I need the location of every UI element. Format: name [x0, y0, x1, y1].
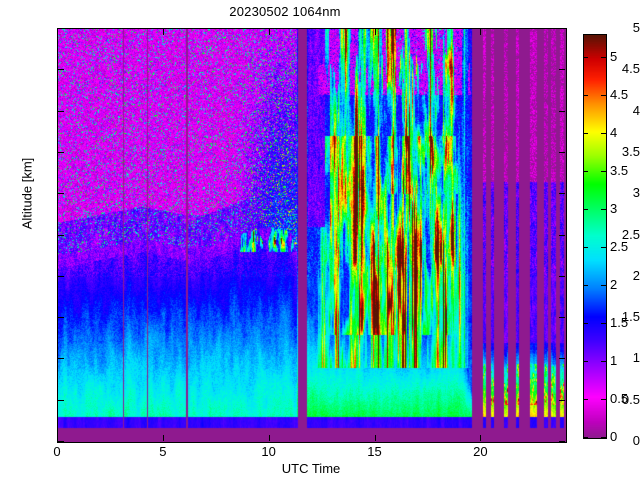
colorbar-tick: [583, 285, 588, 286]
y-axis-tick: [559, 235, 565, 236]
x-axis-tick: [57, 435, 58, 441]
y-axis-tick: [559, 28, 565, 29]
y-axis-tick: [559, 317, 565, 318]
colorbar-tick: [601, 133, 606, 134]
y-axis-tick-label: 3: [632, 185, 640, 201]
colorbar-tick-label: 1: [610, 352, 618, 368]
x-axis-tick: [480, 435, 481, 441]
colorbar-tick-label: 3.5: [610, 162, 629, 178]
y-axis-tick: [58, 400, 64, 401]
colorbar-tick: [583, 437, 588, 438]
colorbar-tick: [601, 171, 606, 172]
chart-title: 20230502 1064nm: [229, 4, 341, 19]
x-axis-tick: [480, 29, 481, 35]
x-axis-tick-label: 15: [367, 444, 382, 459]
y-axis-tick-label: 4.5: [621, 61, 640, 77]
y-axis-tick: [58, 193, 64, 194]
colorbar-tick-label: 5: [610, 48, 618, 64]
x-axis-tick: [375, 29, 376, 35]
y-axis-tick: [58, 28, 64, 29]
colorbar-tick: [583, 171, 588, 172]
colorbar-tick: [601, 57, 606, 58]
y-axis-tick: [559, 152, 565, 153]
y-axis-tick-label: 4: [632, 102, 640, 118]
colorbar-tick: [583, 323, 588, 324]
colorbar-tick: [583, 95, 588, 96]
colorbar-tick: [583, 209, 588, 210]
x-axis-tick-label: 10: [261, 444, 276, 459]
x-axis-tick-label: 5: [159, 444, 167, 459]
y-axis-tick-label: 0.5: [621, 391, 640, 407]
y-axis-tick-label: 2: [632, 267, 640, 283]
colorbar-gradient: [584, 35, 606, 438]
y-axis-tick: [58, 441, 64, 442]
x-axis-tick-label: 0: [53, 444, 61, 459]
colorbar-tick: [583, 247, 588, 248]
y-axis-tick-label: 3.5: [621, 143, 640, 159]
colorbar-tick: [583, 133, 588, 134]
colorbar-tick: [601, 361, 606, 362]
plot-area[interactable]: [57, 28, 567, 443]
colorbar-tick-label: 1.5: [610, 314, 629, 330]
y-axis-tick: [58, 276, 64, 277]
colorbar-tick-label: 3: [610, 200, 618, 216]
colorbar[interactable]: [583, 34, 607, 439]
x-axis-title: UTC Time: [281, 461, 341, 476]
colorbar-tick: [601, 437, 606, 438]
y-axis-tick: [559, 69, 565, 70]
colorbar-tick: [583, 57, 588, 58]
y-axis-tick: [58, 69, 64, 70]
colorbar-tick: [601, 285, 606, 286]
y-axis-tick: [58, 111, 64, 112]
y-axis-tick: [58, 317, 64, 318]
x-axis-tick: [57, 29, 58, 35]
y-axis-tick: [559, 193, 565, 194]
y-axis-tick: [559, 400, 565, 401]
y-axis-tick: [58, 235, 64, 236]
colorbar-tick: [601, 323, 606, 324]
y-axis-tick: [58, 358, 64, 359]
colorbar-tick-label: 0: [610, 429, 618, 444]
colorbar-tick: [601, 247, 606, 248]
x-axis-tick: [375, 435, 376, 441]
colorbar-tick: [583, 361, 588, 362]
y-axis-tick-label: 5: [632, 20, 640, 35]
colorbar-tick: [601, 399, 606, 400]
y-axis-tick-label: 2.5: [621, 226, 640, 242]
y-axis-tick: [58, 152, 64, 153]
x-axis-tick: [163, 435, 164, 441]
x-axis-tick: [269, 29, 270, 35]
y-axis-tick-label: 1: [632, 350, 640, 366]
x-axis-tick: [163, 29, 164, 35]
colorbar-tick: [601, 95, 606, 96]
y-axis-tick: [559, 111, 565, 112]
colorbar-tick-label: 4.5: [610, 86, 629, 102]
colorbar-tick: [583, 399, 588, 400]
y-axis-tick: [559, 441, 565, 442]
y-axis-tick: [559, 276, 565, 277]
y-axis-tick-label: 0: [632, 433, 640, 448]
x-axis-tick-label: 20: [473, 444, 488, 459]
colorbar-tick: [601, 209, 606, 210]
y-axis-tick: [559, 358, 565, 359]
y-axis-title: Altitude [km]: [19, 157, 35, 230]
colorbar-tick-label: 2: [610, 276, 618, 292]
colorbar-tick-label: 2.5: [610, 238, 629, 254]
y-axis-tick-label: 1.5: [621, 309, 640, 325]
colorbar-tick-label: 4: [610, 124, 618, 140]
x-axis-tick: [269, 435, 270, 441]
colorbar-tick-label: 0.5: [610, 390, 629, 406]
heatmap-image: [58, 29, 566, 442]
